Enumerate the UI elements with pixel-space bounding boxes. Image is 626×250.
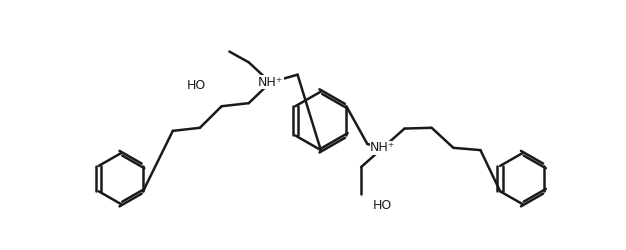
Text: HO: HO <box>373 199 393 212</box>
Text: NH⁺: NH⁺ <box>258 76 283 89</box>
Text: NH⁺: NH⁺ <box>370 141 396 154</box>
Text: HO: HO <box>187 79 206 92</box>
